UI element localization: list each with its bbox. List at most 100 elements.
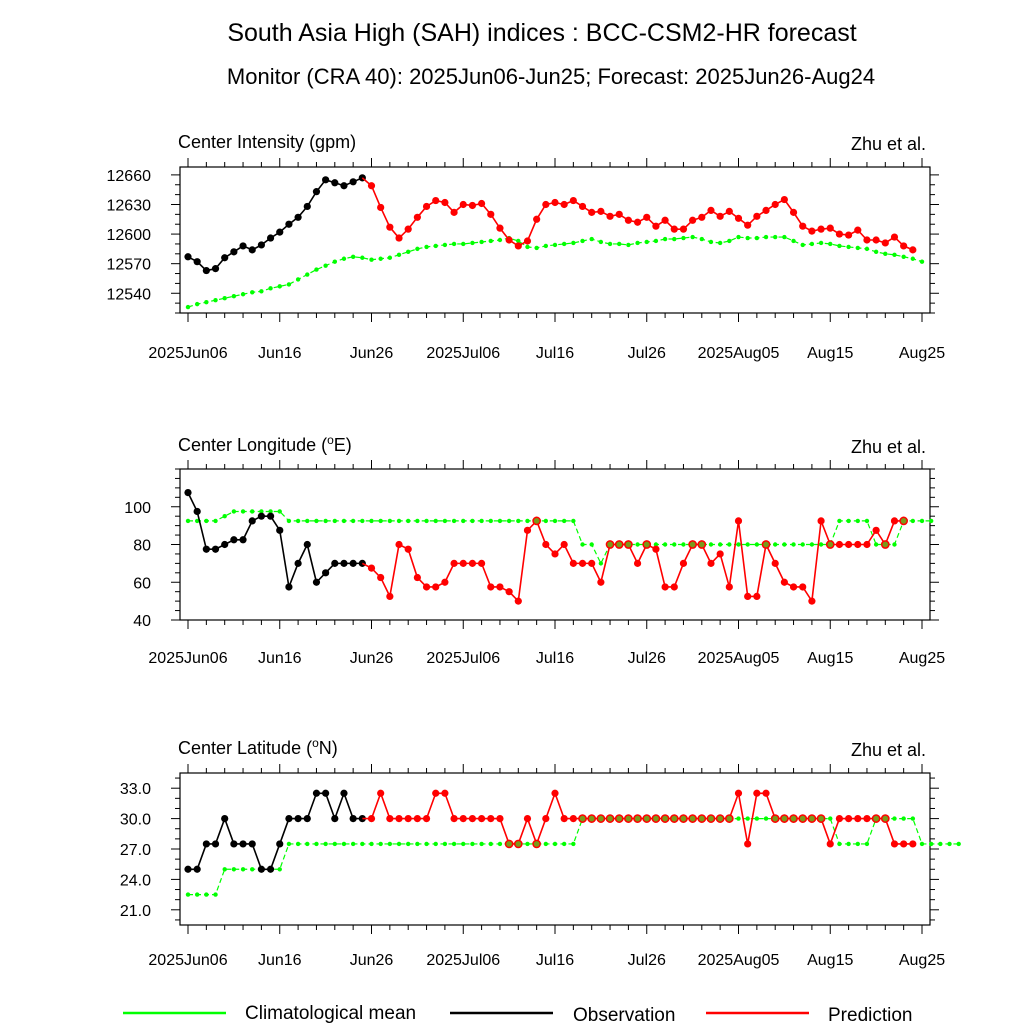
prediction-point — [386, 592, 394, 601]
climatology-point — [873, 249, 879, 255]
prediction-point — [890, 840, 899, 848]
y-tick-label: 33.0 — [120, 781, 151, 798]
climatology-point — [277, 284, 282, 289]
climatology-point — [809, 542, 815, 547]
climatology-point — [250, 290, 255, 295]
climatology-point — [406, 249, 411, 255]
x-tick-label: Jul16 — [536, 650, 574, 667]
climatology-point — [525, 244, 530, 250]
prediction-point — [496, 583, 504, 591]
climatology-point — [488, 238, 493, 244]
observation-point — [349, 559, 357, 567]
overlap-point — [715, 814, 725, 823]
climatology-point — [341, 841, 347, 847]
climatology-point — [919, 259, 925, 264]
y-tick-label: 100 — [124, 500, 151, 517]
prediction-point — [845, 540, 853, 549]
overlap-point — [624, 540, 633, 549]
climatology-point — [763, 234, 769, 240]
prediction-point — [890, 233, 899, 241]
climatology-point — [360, 841, 365, 847]
overlap-point — [596, 814, 606, 823]
observation-point — [322, 789, 330, 797]
climatology-point — [763, 816, 769, 821]
prediction-point — [661, 216, 669, 224]
climatology-point — [534, 245, 539, 251]
climatology-point — [561, 518, 567, 524]
prediction-point — [377, 573, 385, 582]
climatology-point — [240, 292, 246, 297]
prediction-point — [670, 583, 678, 591]
prediction-point — [661, 583, 669, 591]
climatology-point — [525, 518, 530, 524]
prediction-point — [514, 597, 522, 605]
legend-climatology-label: Climatological mean — [245, 1003, 416, 1024]
overlap-point — [660, 814, 670, 823]
legend-observation-label: Observation — [573, 1005, 675, 1024]
climatology-point — [277, 509, 282, 514]
climatology-point — [864, 518, 870, 524]
x-tick-label: Aug15 — [807, 345, 853, 362]
prediction-point — [643, 213, 651, 221]
x-tick-label: 2025Jun06 — [148, 650, 227, 667]
overlap-point — [679, 814, 688, 823]
overlap-point — [642, 540, 652, 549]
prediction-point — [422, 583, 431, 591]
climatology-point — [424, 518, 429, 524]
observation-point — [248, 517, 256, 525]
overlap-point — [513, 839, 523, 849]
climatology-point — [378, 518, 383, 524]
overlap-point — [614, 540, 624, 549]
climatology-point — [589, 542, 594, 547]
x-tick-label: Jul26 — [628, 345, 666, 362]
observation-point — [331, 559, 339, 567]
prediction-point — [377, 789, 385, 797]
observation-point — [193, 865, 201, 873]
observation-point — [294, 559, 302, 567]
observation-series-line — [188, 790, 363, 871]
climatology-point — [607, 241, 613, 247]
climatology-point — [497, 518, 503, 524]
x-tick-label: Jun26 — [350, 345, 394, 362]
observation-point — [322, 569, 330, 577]
climatology-point — [910, 518, 916, 524]
climatology-point — [461, 841, 466, 847]
climatology-point — [745, 816, 750, 821]
observation-point — [257, 512, 265, 520]
prediction-point — [789, 583, 798, 591]
climatology-point — [818, 542, 824, 547]
x-tick-label: Jun16 — [258, 952, 302, 969]
climatology-point — [892, 542, 897, 547]
prediction-point — [478, 815, 486, 823]
observation-point — [349, 178, 357, 186]
x-tick-label: 2025Aug05 — [698, 952, 780, 969]
climatology-point — [506, 518, 512, 524]
overlap-point — [605, 540, 615, 549]
overlap-point — [605, 814, 615, 823]
prediction-point — [377, 203, 385, 212]
prediction-point — [808, 227, 816, 235]
observation-point — [211, 545, 220, 553]
climatology-point — [268, 286, 273, 291]
overlap-point — [871, 814, 881, 823]
climatology-point — [892, 252, 897, 257]
climatology-point — [488, 518, 493, 524]
observation-point — [202, 545, 210, 553]
prediction-point — [845, 815, 853, 823]
prediction-point — [679, 559, 688, 567]
overlap-point — [780, 814, 789, 823]
climatology-point — [561, 841, 567, 847]
observation-point — [239, 242, 247, 250]
y-tick-label: 12540 — [107, 286, 152, 303]
climatology-point — [690, 234, 695, 240]
overlap-point — [633, 814, 642, 823]
y-tick-label: 60 — [133, 575, 151, 592]
prediction-point — [716, 550, 724, 558]
climatology-point — [727, 542, 732, 547]
climatology-point — [305, 518, 310, 524]
prediction-point — [716, 212, 724, 220]
climatology-point — [360, 255, 365, 260]
x-tick-label: Jun26 — [350, 650, 394, 667]
panel-title: Center Latitude (oN) — [178, 736, 338, 758]
overlap-point — [789, 814, 798, 823]
